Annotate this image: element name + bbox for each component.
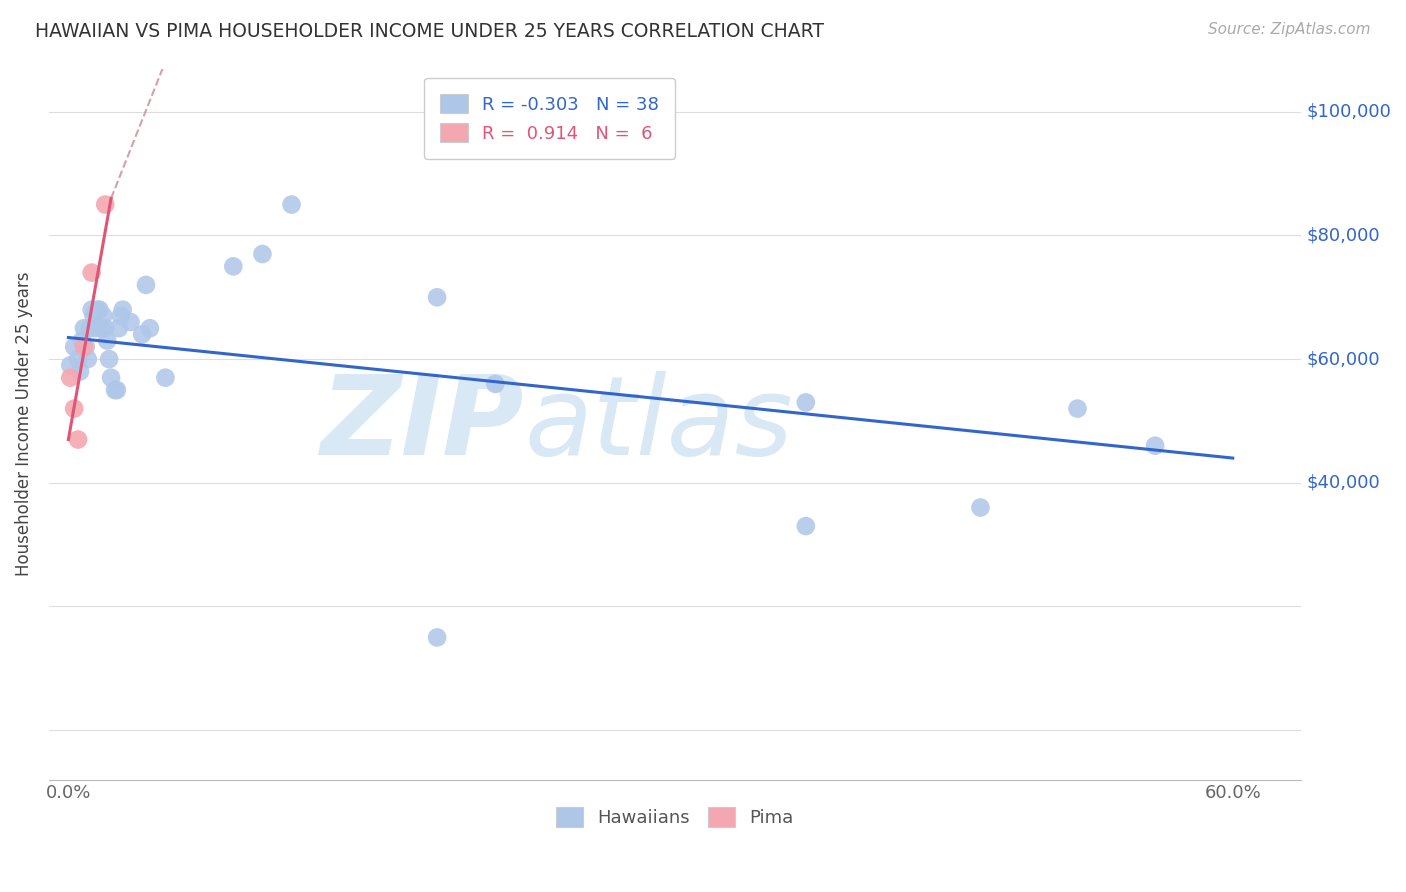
Point <box>104 383 127 397</box>
Text: ZIP: ZIP <box>321 370 524 477</box>
Point <box>96 334 118 348</box>
Point <box>63 401 86 416</box>
Point <box>94 197 117 211</box>
Text: $100,000: $100,000 <box>1308 103 1392 120</box>
Point <box>111 302 134 317</box>
Point <box>69 364 91 378</box>
Point <box>280 197 302 211</box>
Point <box>73 321 96 335</box>
Point <box>100 370 122 384</box>
Point <box>76 352 98 367</box>
Point <box>155 370 177 384</box>
Point <box>135 277 157 292</box>
Point <box>1144 439 1167 453</box>
Point <box>73 340 96 354</box>
Point <box>794 519 817 533</box>
Text: $60,000: $60,000 <box>1308 351 1381 368</box>
Point <box>108 321 131 335</box>
Point <box>110 309 132 323</box>
Text: HAWAIIAN VS PIMA HOUSEHOLDER INCOME UNDER 25 YEARS CORRELATION CHART: HAWAIIAN VS PIMA HOUSEHOLDER INCOME UNDE… <box>35 22 824 41</box>
Y-axis label: Householder Income Under 25 years: Householder Income Under 25 years <box>15 272 32 576</box>
Point <box>70 334 93 348</box>
Point <box>426 290 449 304</box>
Point <box>86 302 108 317</box>
Point <box>79 321 101 335</box>
Point <box>84 321 107 335</box>
Point <box>67 352 90 367</box>
Point <box>59 359 82 373</box>
Point <box>80 302 103 317</box>
Point <box>131 327 153 342</box>
Point <box>89 302 111 317</box>
Text: Source: ZipAtlas.com: Source: ZipAtlas.com <box>1208 22 1371 37</box>
Point <box>222 260 245 274</box>
Point <box>484 376 506 391</box>
Point <box>426 631 449 645</box>
Point <box>969 500 991 515</box>
Text: $40,000: $40,000 <box>1308 474 1381 491</box>
Point <box>139 321 162 335</box>
Legend: Hawaiians, Pima: Hawaiians, Pima <box>548 800 801 835</box>
Point <box>91 309 114 323</box>
Point <box>252 247 274 261</box>
Point <box>75 340 97 354</box>
Point <box>59 370 82 384</box>
Point <box>98 352 121 367</box>
Point <box>80 266 103 280</box>
Point <box>63 340 86 354</box>
Point <box>1066 401 1088 416</box>
Point <box>83 309 105 323</box>
Text: atlas: atlas <box>524 370 793 477</box>
Point <box>120 315 142 329</box>
Text: $80,000: $80,000 <box>1308 227 1381 244</box>
Point <box>105 383 128 397</box>
Point <box>794 395 817 409</box>
Point <box>90 321 112 335</box>
Point <box>67 433 90 447</box>
Point <box>94 321 117 335</box>
